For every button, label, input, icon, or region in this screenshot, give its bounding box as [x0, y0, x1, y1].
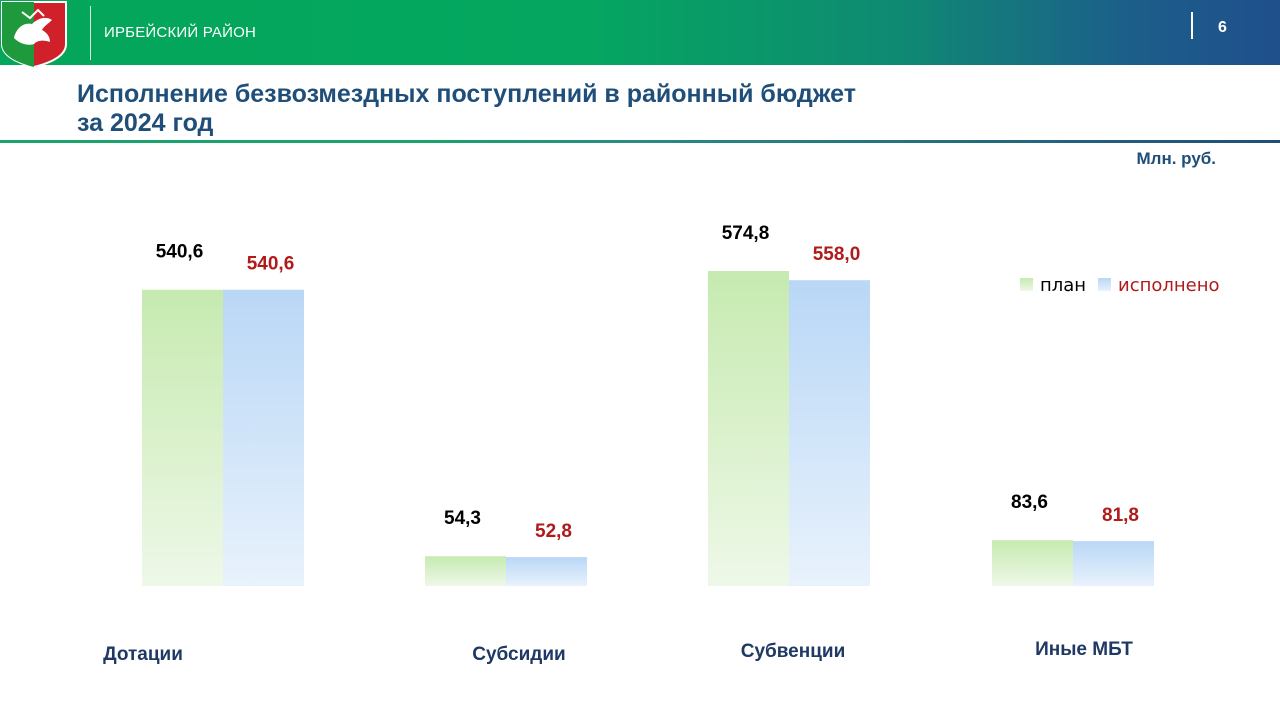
- legend-swatch-fact: [1098, 278, 1111, 291]
- value-label-fact-dotacii: 540,6: [247, 254, 295, 275]
- coat-of-arms-icon: [1, 1, 67, 68]
- page-number: 6: [1218, 19, 1227, 36]
- bar-plan-dotacii: [142, 289, 223, 586]
- bar-plan-subsidii: [425, 556, 506, 586]
- legend-label-plan: план: [1040, 275, 1086, 296]
- value-label-fact-subsidii: 52,8: [535, 521, 572, 542]
- bar-fact-subvencii: [789, 280, 870, 586]
- legend-swatch-plan: [1020, 278, 1033, 291]
- value-label-fact-subvencii: 558,0: [813, 244, 861, 265]
- category-label-inye-mbt: Иные МБТ: [1035, 639, 1133, 660]
- value-label-fact-inye-mbt: 81,8: [1102, 505, 1139, 526]
- legend-label-fact: исполнено: [1118, 275, 1220, 296]
- bar-fact-inye-mbt: [1073, 541, 1154, 586]
- value-label-plan-subsidii: 54,3: [444, 508, 481, 529]
- bar-plan-subvencii: [708, 271, 789, 586]
- category-label-subsidii: Субсидии: [472, 644, 565, 665]
- bar-fact-subsidii: [506, 557, 587, 586]
- bar-plan-inye-mbt: [992, 540, 1073, 586]
- unit-label: Млн. руб.: [1136, 149, 1216, 168]
- title-underline: [0, 140, 1280, 143]
- category-label-subvencii: Субвенции: [741, 641, 846, 662]
- region-name: ИРБЕЙСКИЙ РАЙОН: [104, 24, 257, 41]
- bar-fact-dotacii: [223, 289, 304, 586]
- page-number-divider: [1191, 12, 1193, 39]
- category-label-dotacii: Дотации: [103, 644, 183, 665]
- value-label-plan-dotacii: 540,6: [156, 242, 204, 263]
- value-label-plan-inye-mbt: 83,6: [1011, 492, 1048, 513]
- value-label-plan-subvencii: 574,8: [722, 223, 770, 244]
- slide-title: Исполнение безвозмездных поступлений в р…: [77, 80, 856, 137]
- header-bar: [0, 0, 1280, 65]
- header-divider: [90, 6, 91, 60]
